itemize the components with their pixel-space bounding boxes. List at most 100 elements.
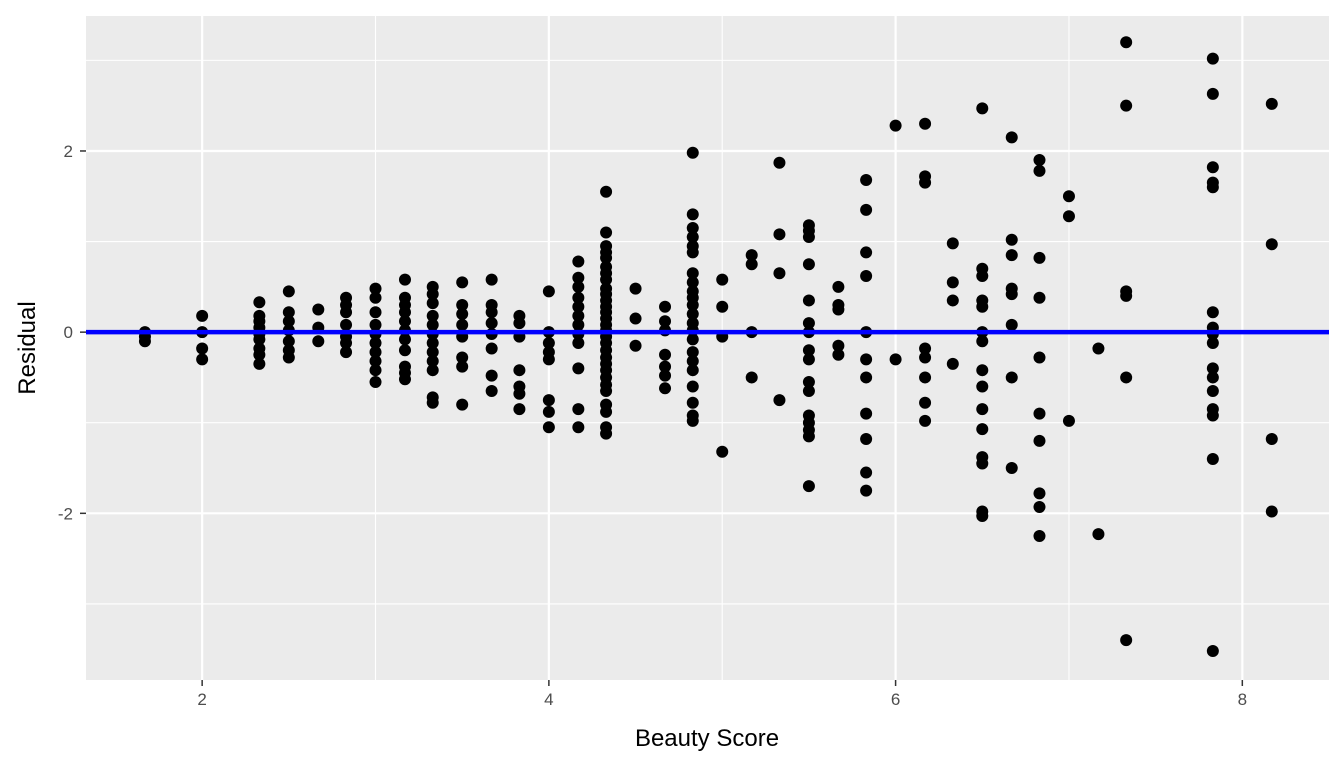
- data-point: [485, 317, 498, 330]
- data-point: [1206, 409, 1219, 422]
- data-point: [456, 398, 469, 411]
- data-point: [976, 380, 989, 393]
- data-point: [456, 308, 469, 321]
- data-point: [1092, 528, 1105, 541]
- data-point: [919, 117, 932, 130]
- data-point: [659, 348, 672, 361]
- data-point: [773, 228, 786, 241]
- data-point: [138, 335, 151, 348]
- data-point: [600, 185, 613, 198]
- data-point: [282, 335, 295, 348]
- data-point: [976, 300, 989, 313]
- data-point: [1120, 36, 1133, 49]
- plot-panel: [86, 16, 1329, 680]
- data-point: [802, 231, 815, 244]
- data-point: [1265, 238, 1278, 251]
- data-point: [716, 300, 729, 313]
- data-point: [282, 351, 295, 364]
- data-point: [919, 371, 932, 384]
- data-point: [860, 484, 873, 497]
- data-point: [426, 318, 439, 331]
- data-point: [1005, 288, 1018, 301]
- data-point: [976, 423, 989, 436]
- data-point: [686, 414, 699, 427]
- data-point: [572, 421, 585, 434]
- data-point: [860, 407, 873, 420]
- data-point: [1005, 249, 1018, 262]
- data-point: [253, 348, 266, 361]
- data-point: [572, 337, 585, 350]
- data-point: [919, 351, 932, 364]
- data-point: [686, 346, 699, 359]
- data-point: [832, 348, 845, 361]
- data-point: [253, 333, 266, 346]
- data-point: [196, 309, 209, 322]
- data-point: [802, 385, 815, 398]
- data-point: [542, 285, 555, 298]
- data-point: [1206, 371, 1219, 384]
- data-point: [513, 403, 526, 416]
- data-point: [946, 276, 959, 289]
- data-point: [340, 346, 353, 359]
- data-point: [976, 457, 989, 470]
- data-point: [919, 396, 932, 409]
- data-point: [860, 433, 873, 446]
- data-point: [1005, 371, 1018, 384]
- data-point: [802, 294, 815, 307]
- data-point: [860, 371, 873, 384]
- data-point: [312, 335, 325, 348]
- data-point: [860, 246, 873, 259]
- data-point: [773, 267, 786, 280]
- data-point: [1033, 487, 1046, 500]
- data-point: [686, 308, 699, 321]
- data-point: [919, 176, 932, 189]
- data-point: [456, 276, 469, 289]
- data-point: [485, 385, 498, 398]
- data-point: [773, 156, 786, 169]
- data-point: [832, 280, 845, 293]
- x-axis-title: Beauty Score: [635, 725, 779, 752]
- data-point: [542, 353, 555, 366]
- data-point: [398, 344, 411, 357]
- data-points: [138, 36, 1278, 658]
- data-point: [369, 306, 382, 319]
- data-point: [600, 251, 613, 264]
- data-point: [485, 306, 498, 319]
- data-point: [572, 318, 585, 331]
- data-point: [629, 312, 642, 325]
- data-point: [513, 317, 526, 330]
- data-point: [716, 273, 729, 286]
- data-point: [686, 355, 699, 368]
- data-point: [745, 371, 758, 384]
- data-point: [600, 405, 613, 418]
- data-point: [253, 357, 266, 370]
- panel-background: [86, 16, 1329, 680]
- data-point: [456, 318, 469, 331]
- data-point: [369, 337, 382, 350]
- data-point: [1120, 634, 1133, 647]
- data-point: [456, 351, 469, 364]
- data-point: [456, 360, 469, 373]
- data-point: [946, 294, 959, 307]
- data-point: [832, 339, 845, 352]
- data-point: [572, 255, 585, 268]
- data-point: [686, 276, 699, 289]
- data-point: [946, 357, 959, 370]
- data-point: [1265, 433, 1278, 446]
- data-point: [860, 466, 873, 479]
- data-point: [1206, 181, 1219, 194]
- data-point: [340, 337, 353, 350]
- y-axis-title: Residual: [14, 301, 41, 394]
- data-point: [686, 333, 699, 346]
- data-point: [398, 315, 411, 328]
- data-point: [282, 315, 295, 328]
- data-point: [282, 285, 295, 298]
- data-point: [1206, 385, 1219, 398]
- data-point: [600, 385, 613, 398]
- data-point: [369, 282, 382, 295]
- data-point: [860, 173, 873, 186]
- data-point: [572, 291, 585, 304]
- data-point: [716, 445, 729, 458]
- data-point: [659, 315, 672, 328]
- data-point: [686, 298, 699, 311]
